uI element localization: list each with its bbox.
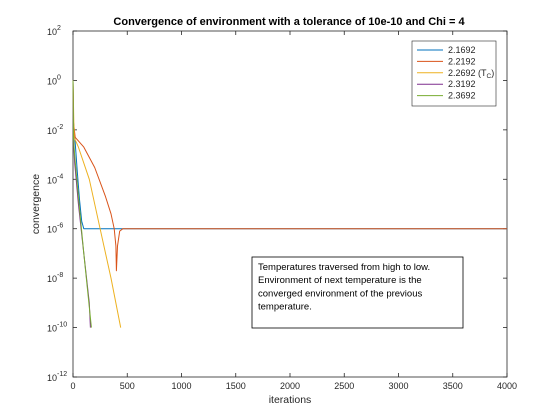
y-axis-label: convergence [30, 174, 42, 234]
y-tick-label: 10 [47, 225, 57, 235]
x-tick-label: 2500 [334, 381, 354, 391]
annotation-line: Temperatures traversed from high to low. [258, 262, 430, 273]
y-tick-exponent: 0 [57, 74, 61, 81]
y-tick-label: 10 [47, 175, 57, 185]
x-axis-label: iterations [269, 394, 312, 406]
legend-label: 2.3692 [448, 91, 476, 101]
series-line-2.2192 [72, 80, 507, 272]
y-tick-exponent: -8 [57, 272, 63, 279]
x-tick-label: 1500 [226, 381, 246, 391]
y-tick-label: 10 [47, 126, 57, 136]
y-tick-exponent: -6 [57, 223, 63, 230]
annotation: Temperatures traversed from high to low.… [251, 256, 464, 329]
y-tick-label: 10 [47, 373, 57, 383]
y-tick-exponent: -2 [57, 124, 63, 131]
legend-label: 2.3192 [448, 79, 476, 89]
x-tick-label: 3000 [388, 381, 408, 391]
y-tick-exponent: -4 [57, 173, 63, 180]
legend-label: 2.2692 (TC) [448, 68, 494, 80]
y-tick-label: 10 [47, 76, 57, 86]
x-tick-label: 3500 [443, 381, 463, 391]
y-tick-label: 10 [47, 27, 57, 37]
legend-label: 2.1692 [448, 45, 476, 55]
chart-title: Convergence of environment with a tolera… [113, 16, 465, 28]
annotation-line: converged environment of the previous [258, 288, 422, 299]
y-tick-label: 10 [47, 274, 57, 284]
x-tick-label: 1000 [171, 381, 191, 391]
series-line-2.3692 [72, 80, 92, 328]
y-tick-exponent: -10 [57, 322, 67, 329]
annotation-line: Environment of next temperature is the [258, 275, 422, 286]
annotation-line: temperature. [258, 302, 312, 313]
x-tick-label: 4000 [497, 381, 517, 391]
series-line-2.2692 [72, 80, 122, 328]
series-lines [72, 80, 507, 328]
y-tick-exponent: 2 [57, 25, 61, 32]
annotation-box [251, 256, 464, 329]
x-tick-label: 500 [120, 381, 135, 391]
y-tick-exponent: -12 [57, 371, 67, 378]
x-tick-label: 0 [70, 381, 75, 391]
legend-label: 2.2192 [448, 56, 476, 66]
y-tick-label: 10 [47, 324, 57, 334]
x-tick-label: 2000 [280, 381, 300, 391]
